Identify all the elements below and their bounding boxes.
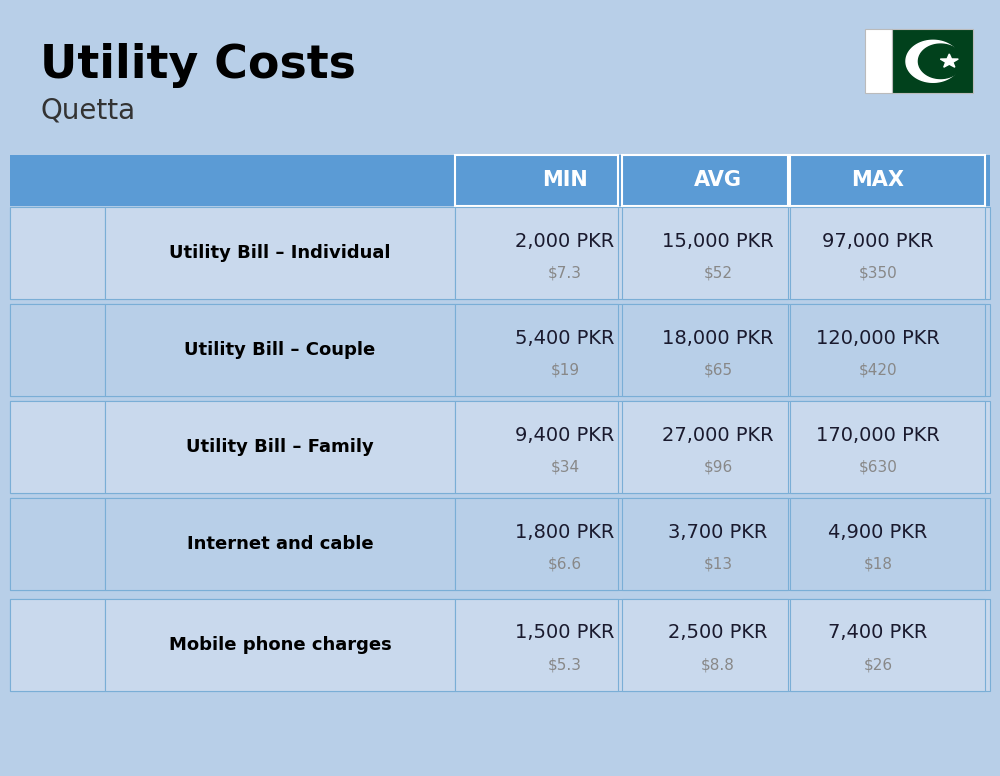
FancyBboxPatch shape	[455, 498, 618, 590]
FancyBboxPatch shape	[455, 155, 618, 206]
FancyBboxPatch shape	[10, 498, 105, 590]
FancyBboxPatch shape	[622, 498, 788, 590]
Polygon shape	[918, 44, 963, 78]
Text: $630: $630	[859, 459, 897, 475]
FancyBboxPatch shape	[10, 304, 105, 396]
Text: $8.8: $8.8	[701, 657, 735, 673]
Text: 27,000 PKR: 27,000 PKR	[662, 425, 774, 445]
FancyBboxPatch shape	[10, 401, 105, 493]
Text: $18: $18	[864, 556, 893, 572]
Text: $6.6: $6.6	[548, 556, 582, 572]
FancyBboxPatch shape	[622, 304, 788, 396]
Text: Utility Costs: Utility Costs	[40, 43, 356, 88]
FancyBboxPatch shape	[790, 401, 985, 493]
Text: Quetta: Quetta	[40, 97, 135, 125]
FancyBboxPatch shape	[455, 401, 618, 493]
FancyBboxPatch shape	[790, 207, 985, 299]
Text: $65: $65	[703, 362, 733, 378]
FancyBboxPatch shape	[622, 207, 788, 299]
Text: 1,800 PKR: 1,800 PKR	[515, 522, 615, 542]
Text: Internet and cable: Internet and cable	[187, 535, 373, 553]
Text: 4,900 PKR: 4,900 PKR	[828, 522, 928, 542]
Text: 2,500 PKR: 2,500 PKR	[668, 623, 768, 643]
FancyBboxPatch shape	[865, 29, 892, 93]
FancyBboxPatch shape	[10, 207, 105, 299]
Text: $34: $34	[550, 459, 580, 475]
FancyBboxPatch shape	[10, 155, 990, 206]
Text: 2,000 PKR: 2,000 PKR	[515, 231, 615, 251]
Text: $7.3: $7.3	[548, 265, 582, 281]
Text: $52: $52	[704, 265, 732, 281]
Text: AVG: AVG	[694, 171, 742, 190]
FancyBboxPatch shape	[892, 29, 973, 93]
FancyBboxPatch shape	[455, 599, 618, 691]
Text: Mobile phone charges: Mobile phone charges	[169, 636, 391, 654]
Text: 5,400 PKR: 5,400 PKR	[515, 328, 615, 348]
Text: MAX: MAX	[852, 171, 904, 190]
FancyBboxPatch shape	[622, 155, 788, 206]
Text: MIN: MIN	[542, 171, 588, 190]
FancyBboxPatch shape	[10, 599, 105, 691]
Text: $350: $350	[859, 265, 897, 281]
FancyBboxPatch shape	[105, 207, 455, 299]
FancyBboxPatch shape	[10, 401, 990, 493]
Polygon shape	[906, 40, 960, 82]
FancyBboxPatch shape	[790, 304, 985, 396]
Text: $13: $13	[703, 556, 733, 572]
Text: $96: $96	[703, 459, 733, 475]
FancyBboxPatch shape	[790, 498, 985, 590]
FancyBboxPatch shape	[790, 599, 985, 691]
Text: $5.3: $5.3	[548, 657, 582, 673]
Text: Utility Bill – Couple: Utility Bill – Couple	[184, 341, 376, 359]
FancyBboxPatch shape	[105, 599, 455, 691]
Text: 9,400 PKR: 9,400 PKR	[515, 425, 615, 445]
Text: Utility Bill – Individual: Utility Bill – Individual	[169, 244, 391, 262]
Text: 3,700 PKR: 3,700 PKR	[668, 522, 768, 542]
FancyBboxPatch shape	[105, 401, 455, 493]
FancyBboxPatch shape	[10, 207, 990, 299]
Text: 120,000 PKR: 120,000 PKR	[816, 328, 940, 348]
Text: 1,500 PKR: 1,500 PKR	[515, 623, 615, 643]
FancyBboxPatch shape	[10, 304, 990, 396]
FancyBboxPatch shape	[455, 304, 618, 396]
Text: 170,000 PKR: 170,000 PKR	[816, 425, 940, 445]
FancyBboxPatch shape	[105, 498, 455, 590]
FancyBboxPatch shape	[622, 401, 788, 493]
FancyBboxPatch shape	[622, 599, 788, 691]
Text: 7,400 PKR: 7,400 PKR	[828, 623, 928, 643]
FancyBboxPatch shape	[790, 155, 985, 206]
Text: $19: $19	[550, 362, 580, 378]
Text: $420: $420	[859, 362, 897, 378]
Text: Utility Bill – Family: Utility Bill – Family	[186, 438, 374, 456]
Text: 15,000 PKR: 15,000 PKR	[662, 231, 774, 251]
Text: 18,000 PKR: 18,000 PKR	[662, 328, 774, 348]
Polygon shape	[940, 54, 958, 68]
Text: $26: $26	[863, 657, 893, 673]
Text: 97,000 PKR: 97,000 PKR	[822, 231, 934, 251]
FancyBboxPatch shape	[10, 498, 990, 590]
FancyBboxPatch shape	[105, 304, 455, 396]
FancyBboxPatch shape	[455, 207, 618, 299]
FancyBboxPatch shape	[10, 599, 990, 691]
